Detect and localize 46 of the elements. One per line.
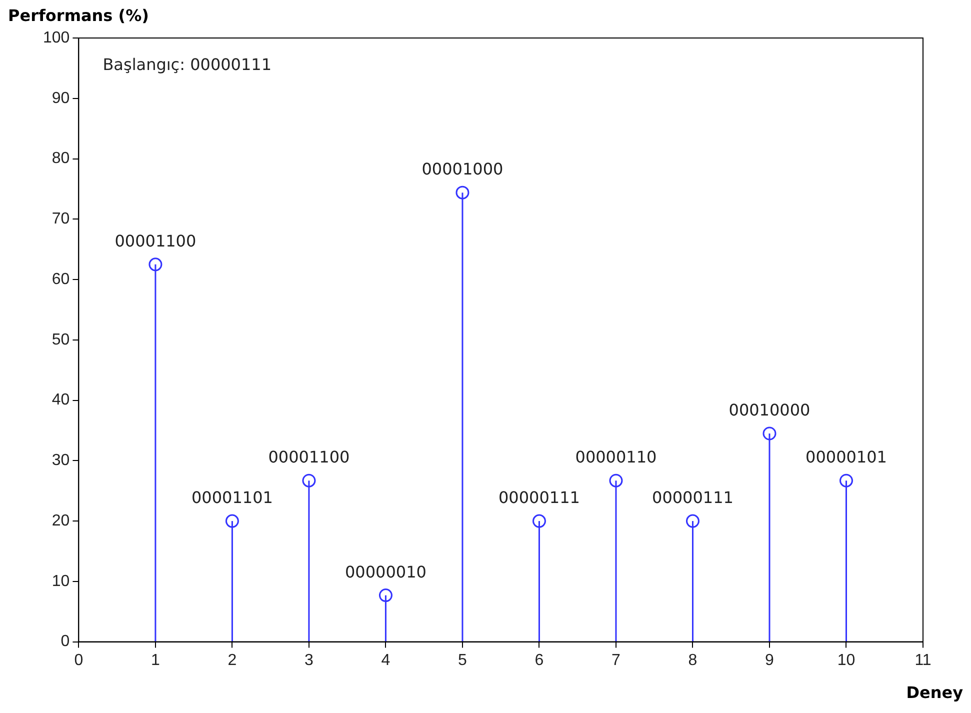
y-tick-label: 90 [52,90,70,107]
x-tick-label: 6 [534,652,544,669]
x-tick-label: 3 [304,652,314,669]
annotation: 00000110 [575,448,657,467]
point [686,514,700,528]
annotation: 00010000 [728,400,810,420]
annotation: 00001101 [191,488,273,508]
x-tick-label: 11 [914,652,932,669]
annotation: 00001100 [268,448,350,467]
x-tick-label: 2 [228,652,237,669]
annotation: 00001100 [114,232,196,251]
annotation: Başlangıç: 00000111 [102,55,272,74]
x-tick-label: 5 [458,652,468,669]
y-tick-label: 30 [52,452,70,470]
y-tick-label: 20 [52,512,70,530]
y-tick-label: 50 [52,331,70,348]
point [148,258,162,272]
point [609,474,623,488]
annotation: 00001000 [422,160,504,179]
y-tick-label: 80 [52,150,70,168]
point [762,426,776,440]
y-tick-label: 60 [52,270,70,288]
point [456,186,470,200]
annotation: 00000111 [652,488,734,508]
x-tick-label: 0 [74,652,84,669]
y-tick-label: 10 [52,572,70,590]
point [378,588,392,602]
annotation: 00000101 [806,448,887,467]
y-tick-label: 100 [42,29,70,46]
x-axis-title: Deney [906,683,963,702]
x-tick-label: 8 [688,652,698,669]
point [225,514,239,528]
point [839,474,853,488]
y-tick-label: 0 [60,633,70,650]
x-tick-label: 7 [612,652,621,669]
x-tick-label: 4 [381,652,390,669]
x-tick-label: 1 [150,652,160,669]
point [302,474,316,488]
y-tick-label: 70 [52,210,70,228]
x-tick-label: 10 [837,652,856,669]
y-axis-title: Performans (%) [8,6,149,25]
annotation: 00000010 [344,562,426,582]
point [532,514,546,528]
x-tick-label: 9 [765,652,774,669]
annotation: 00000111 [498,488,580,508]
y-tick-label: 40 [52,392,70,409]
